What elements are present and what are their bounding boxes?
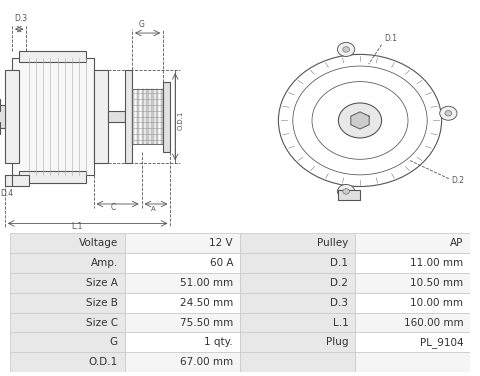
Text: A: A <box>151 206 156 212</box>
Bar <box>338 190 360 200</box>
Bar <box>240 312 355 332</box>
Bar <box>10 312 125 332</box>
Bar <box>132 89 163 144</box>
Text: L.1: L.1 <box>333 318 348 327</box>
Bar <box>12 58 94 175</box>
Bar <box>156 89 158 144</box>
Bar <box>125 70 132 163</box>
Text: PL_9104: PL_9104 <box>420 337 464 348</box>
Bar <box>355 293 470 312</box>
Bar <box>355 273 470 293</box>
Text: Amp.: Amp. <box>91 258 118 268</box>
Bar <box>108 111 125 123</box>
Bar <box>94 70 108 163</box>
Text: D.1: D.1 <box>384 34 397 43</box>
Text: 51.00 mm: 51.00 mm <box>180 278 233 288</box>
Bar <box>10 293 125 312</box>
Bar <box>125 253 240 273</box>
Text: G: G <box>110 337 118 347</box>
Bar <box>10 352 125 372</box>
Circle shape <box>343 47 349 52</box>
Text: D.3: D.3 <box>330 298 348 308</box>
Circle shape <box>445 111 452 116</box>
Text: D.2: D.2 <box>330 278 348 288</box>
Text: O.D.1: O.D.1 <box>89 357 118 367</box>
Bar <box>125 233 240 253</box>
Bar <box>125 312 240 332</box>
Text: D.2: D.2 <box>451 176 464 185</box>
Circle shape <box>440 106 457 120</box>
Bar <box>240 352 355 372</box>
Text: Size A: Size A <box>86 278 118 288</box>
Text: 160.00 mm: 160.00 mm <box>404 318 464 327</box>
Text: C: C <box>110 203 115 212</box>
Text: 10.50 mm: 10.50 mm <box>410 278 464 288</box>
Text: L.1: L.1 <box>71 222 83 231</box>
Text: 12 V: 12 V <box>209 238 233 248</box>
Text: D.3: D.3 <box>14 14 27 23</box>
Bar <box>10 253 125 273</box>
Circle shape <box>337 42 355 56</box>
Bar <box>355 253 470 273</box>
Circle shape <box>343 189 349 194</box>
Bar <box>355 233 470 253</box>
Bar <box>10 332 125 352</box>
Text: 67.00 mm: 67.00 mm <box>180 357 233 367</box>
Text: G: G <box>139 20 144 29</box>
Bar <box>19 171 86 183</box>
Text: Size B: Size B <box>86 298 118 308</box>
Bar <box>5 70 19 163</box>
Text: 75.50 mm: 75.50 mm <box>180 318 233 327</box>
Bar <box>151 89 154 144</box>
Bar <box>355 332 470 352</box>
Bar <box>240 253 355 273</box>
Text: 1 qty.: 1 qty. <box>204 337 233 347</box>
Text: D.1: D.1 <box>330 258 348 268</box>
Bar <box>125 352 240 372</box>
Text: Pulley: Pulley <box>317 238 348 248</box>
Text: Size C: Size C <box>86 318 118 327</box>
Text: O.D.1: O.D.1 <box>178 111 184 130</box>
Text: D.4: D.4 <box>0 189 13 198</box>
Bar <box>142 89 144 144</box>
Circle shape <box>337 185 355 199</box>
Bar <box>161 89 163 144</box>
Bar <box>19 50 86 62</box>
Bar <box>125 332 240 352</box>
Bar <box>355 312 470 332</box>
Text: Voltage: Voltage <box>79 238 118 248</box>
Bar <box>125 293 240 312</box>
Bar <box>0 105 5 128</box>
Bar <box>163 82 170 152</box>
Text: Plug: Plug <box>326 337 348 347</box>
Bar <box>132 89 134 144</box>
Text: 10.00 mm: 10.00 mm <box>410 298 464 308</box>
Text: 24.50 mm: 24.50 mm <box>180 298 233 308</box>
Bar <box>10 233 125 253</box>
Text: 11.00 mm: 11.00 mm <box>410 258 464 268</box>
Circle shape <box>338 103 382 138</box>
Text: AP: AP <box>450 238 464 248</box>
Bar <box>240 233 355 253</box>
Bar <box>240 273 355 293</box>
Polygon shape <box>351 112 369 129</box>
Bar <box>146 89 149 144</box>
Bar <box>5 175 29 186</box>
Bar <box>355 352 470 372</box>
Text: 60 A: 60 A <box>210 258 233 268</box>
Bar <box>10 273 125 293</box>
Bar <box>240 293 355 312</box>
Bar <box>125 273 240 293</box>
Bar <box>240 332 355 352</box>
Bar <box>137 89 139 144</box>
